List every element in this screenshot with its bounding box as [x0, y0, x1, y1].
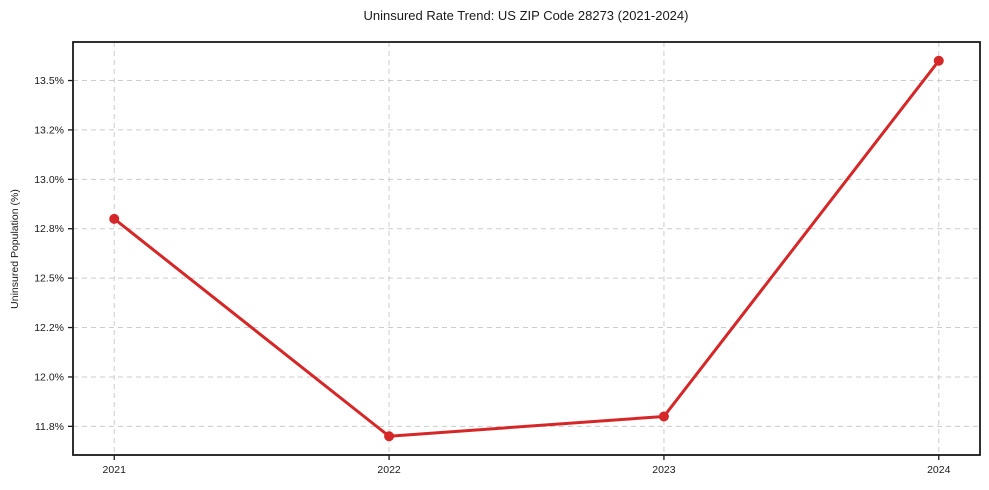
- y-tick-label: 12.8%: [34, 223, 64, 235]
- trend-line: [112, 59, 941, 438]
- y-tick-label: 11.8%: [35, 421, 64, 433]
- x-tick-label: 2023: [652, 464, 676, 476]
- x-tick-label: 2021: [103, 464, 127, 476]
- plot-frame: [72, 41, 981, 456]
- y-tick-label: 12.2%: [34, 322, 64, 334]
- y-tick-label: 13.5%: [34, 75, 64, 87]
- data-point-marker: [384, 431, 395, 442]
- data-point-marker: [658, 411, 669, 422]
- chart-title: Uninsured Rate Trend: US ZIP Code 28273 …: [364, 8, 689, 23]
- y-tick-label: 13.2%: [34, 124, 64, 136]
- y-tick-label: 13.0%: [34, 174, 64, 186]
- data-point-marker: [109, 213, 120, 224]
- x-tick-label: 2024: [927, 464, 951, 476]
- y-tick-label: 12.5%: [34, 273, 64, 285]
- y-axis-label: Uninsured Population (%): [9, 189, 21, 309]
- x-tick-label: 2022: [377, 464, 401, 476]
- y-tick-label: 12.0%: [34, 371, 64, 383]
- data-point-marker: [933, 55, 944, 66]
